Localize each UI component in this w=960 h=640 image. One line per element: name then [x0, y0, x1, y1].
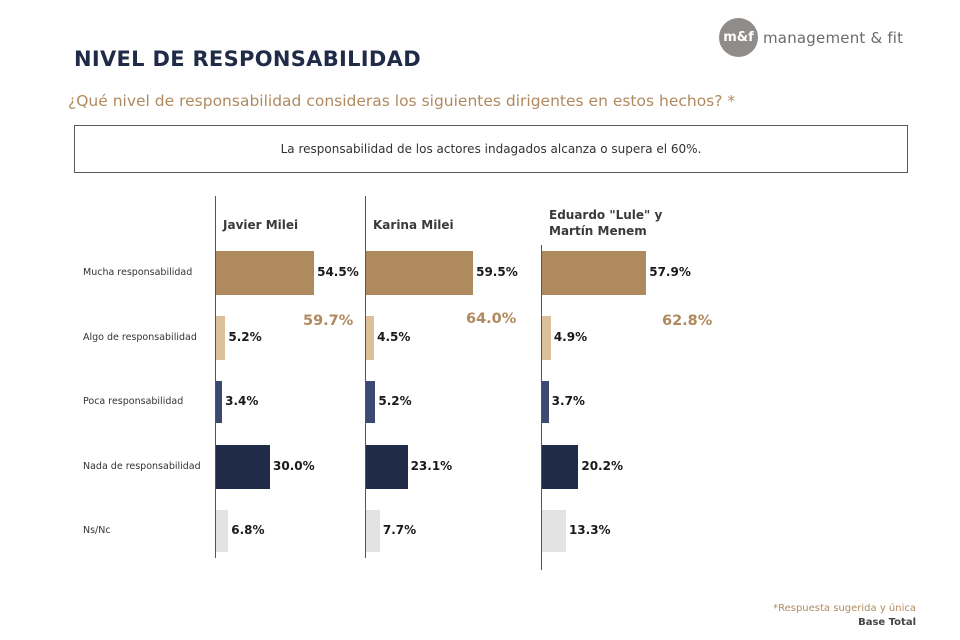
panel-axis	[215, 196, 216, 558]
value-label: 57.9%	[649, 265, 691, 279]
value-label: 7.7%	[382, 523, 417, 537]
bar	[216, 445, 270, 489]
panel-title: Eduardo "Lule" y Martín Menem	[549, 208, 663, 238]
panel-axis	[541, 245, 542, 570]
panel-title: Javier Milei	[223, 218, 299, 232]
category-label: Mucha responsabilidad	[83, 267, 193, 278]
responsibility-total-label: 59.7%	[303, 313, 354, 329]
value-label: 13.3%	[568, 523, 611, 537]
value-label: 6.8%	[231, 523, 265, 537]
brand-logo: m&f management & fit	[719, 18, 903, 57]
bar	[366, 510, 380, 552]
survey-question: ¿Qué nivel de responsabilidad consideras…	[68, 92, 736, 110]
value-label: 4.5%	[377, 330, 411, 344]
base-note: Base Total	[858, 617, 916, 628]
category-label: Nada de responsabilidad	[83, 461, 201, 472]
category-label: Poca responsabilidad	[83, 396, 184, 407]
bar	[216, 316, 226, 360]
value-label: 5.2%	[228, 330, 262, 344]
summary-note: La responsabilidad de los actores indaga…	[74, 125, 908, 173]
bar	[216, 381, 223, 423]
footnote: *Respuesta sugerida y única	[773, 603, 916, 614]
category-label: Ns/Nc	[83, 525, 111, 536]
value-label: 59.5%	[476, 265, 518, 279]
bar	[366, 251, 474, 295]
value-label: 23.1%	[410, 459, 453, 473]
bar	[216, 251, 315, 295]
value-label: 3.4%	[225, 394, 259, 408]
bar	[542, 510, 566, 552]
logo-mark: m&f	[719, 18, 758, 57]
value-label: 54.5%	[317, 265, 359, 279]
bar	[216, 510, 229, 552]
value-label: 30.0%	[273, 459, 315, 473]
value-label: 3.7%	[551, 394, 585, 408]
bar	[542, 251, 647, 295]
logo-text: management & fit	[763, 28, 904, 47]
responsibility-total-label: 64.0%	[466, 311, 517, 327]
value-label: 20.2%	[581, 459, 623, 473]
bar	[542, 316, 551, 360]
page-title: NIVEL DE RESPONSABILIDAD	[74, 47, 421, 71]
value-label: 4.9%	[553, 330, 588, 344]
panel-title: Karina Milei	[373, 218, 454, 232]
bar	[366, 445, 408, 489]
panel-axis	[365, 196, 366, 558]
bar	[542, 381, 549, 423]
category-label: Algo de responsabilidad	[83, 332, 197, 343]
value-label: 5.2%	[378, 394, 412, 408]
bar	[366, 316, 375, 360]
bar	[542, 445, 579, 489]
bar	[366, 381, 376, 423]
responsibility-total-label: 62.8%	[662, 313, 713, 329]
